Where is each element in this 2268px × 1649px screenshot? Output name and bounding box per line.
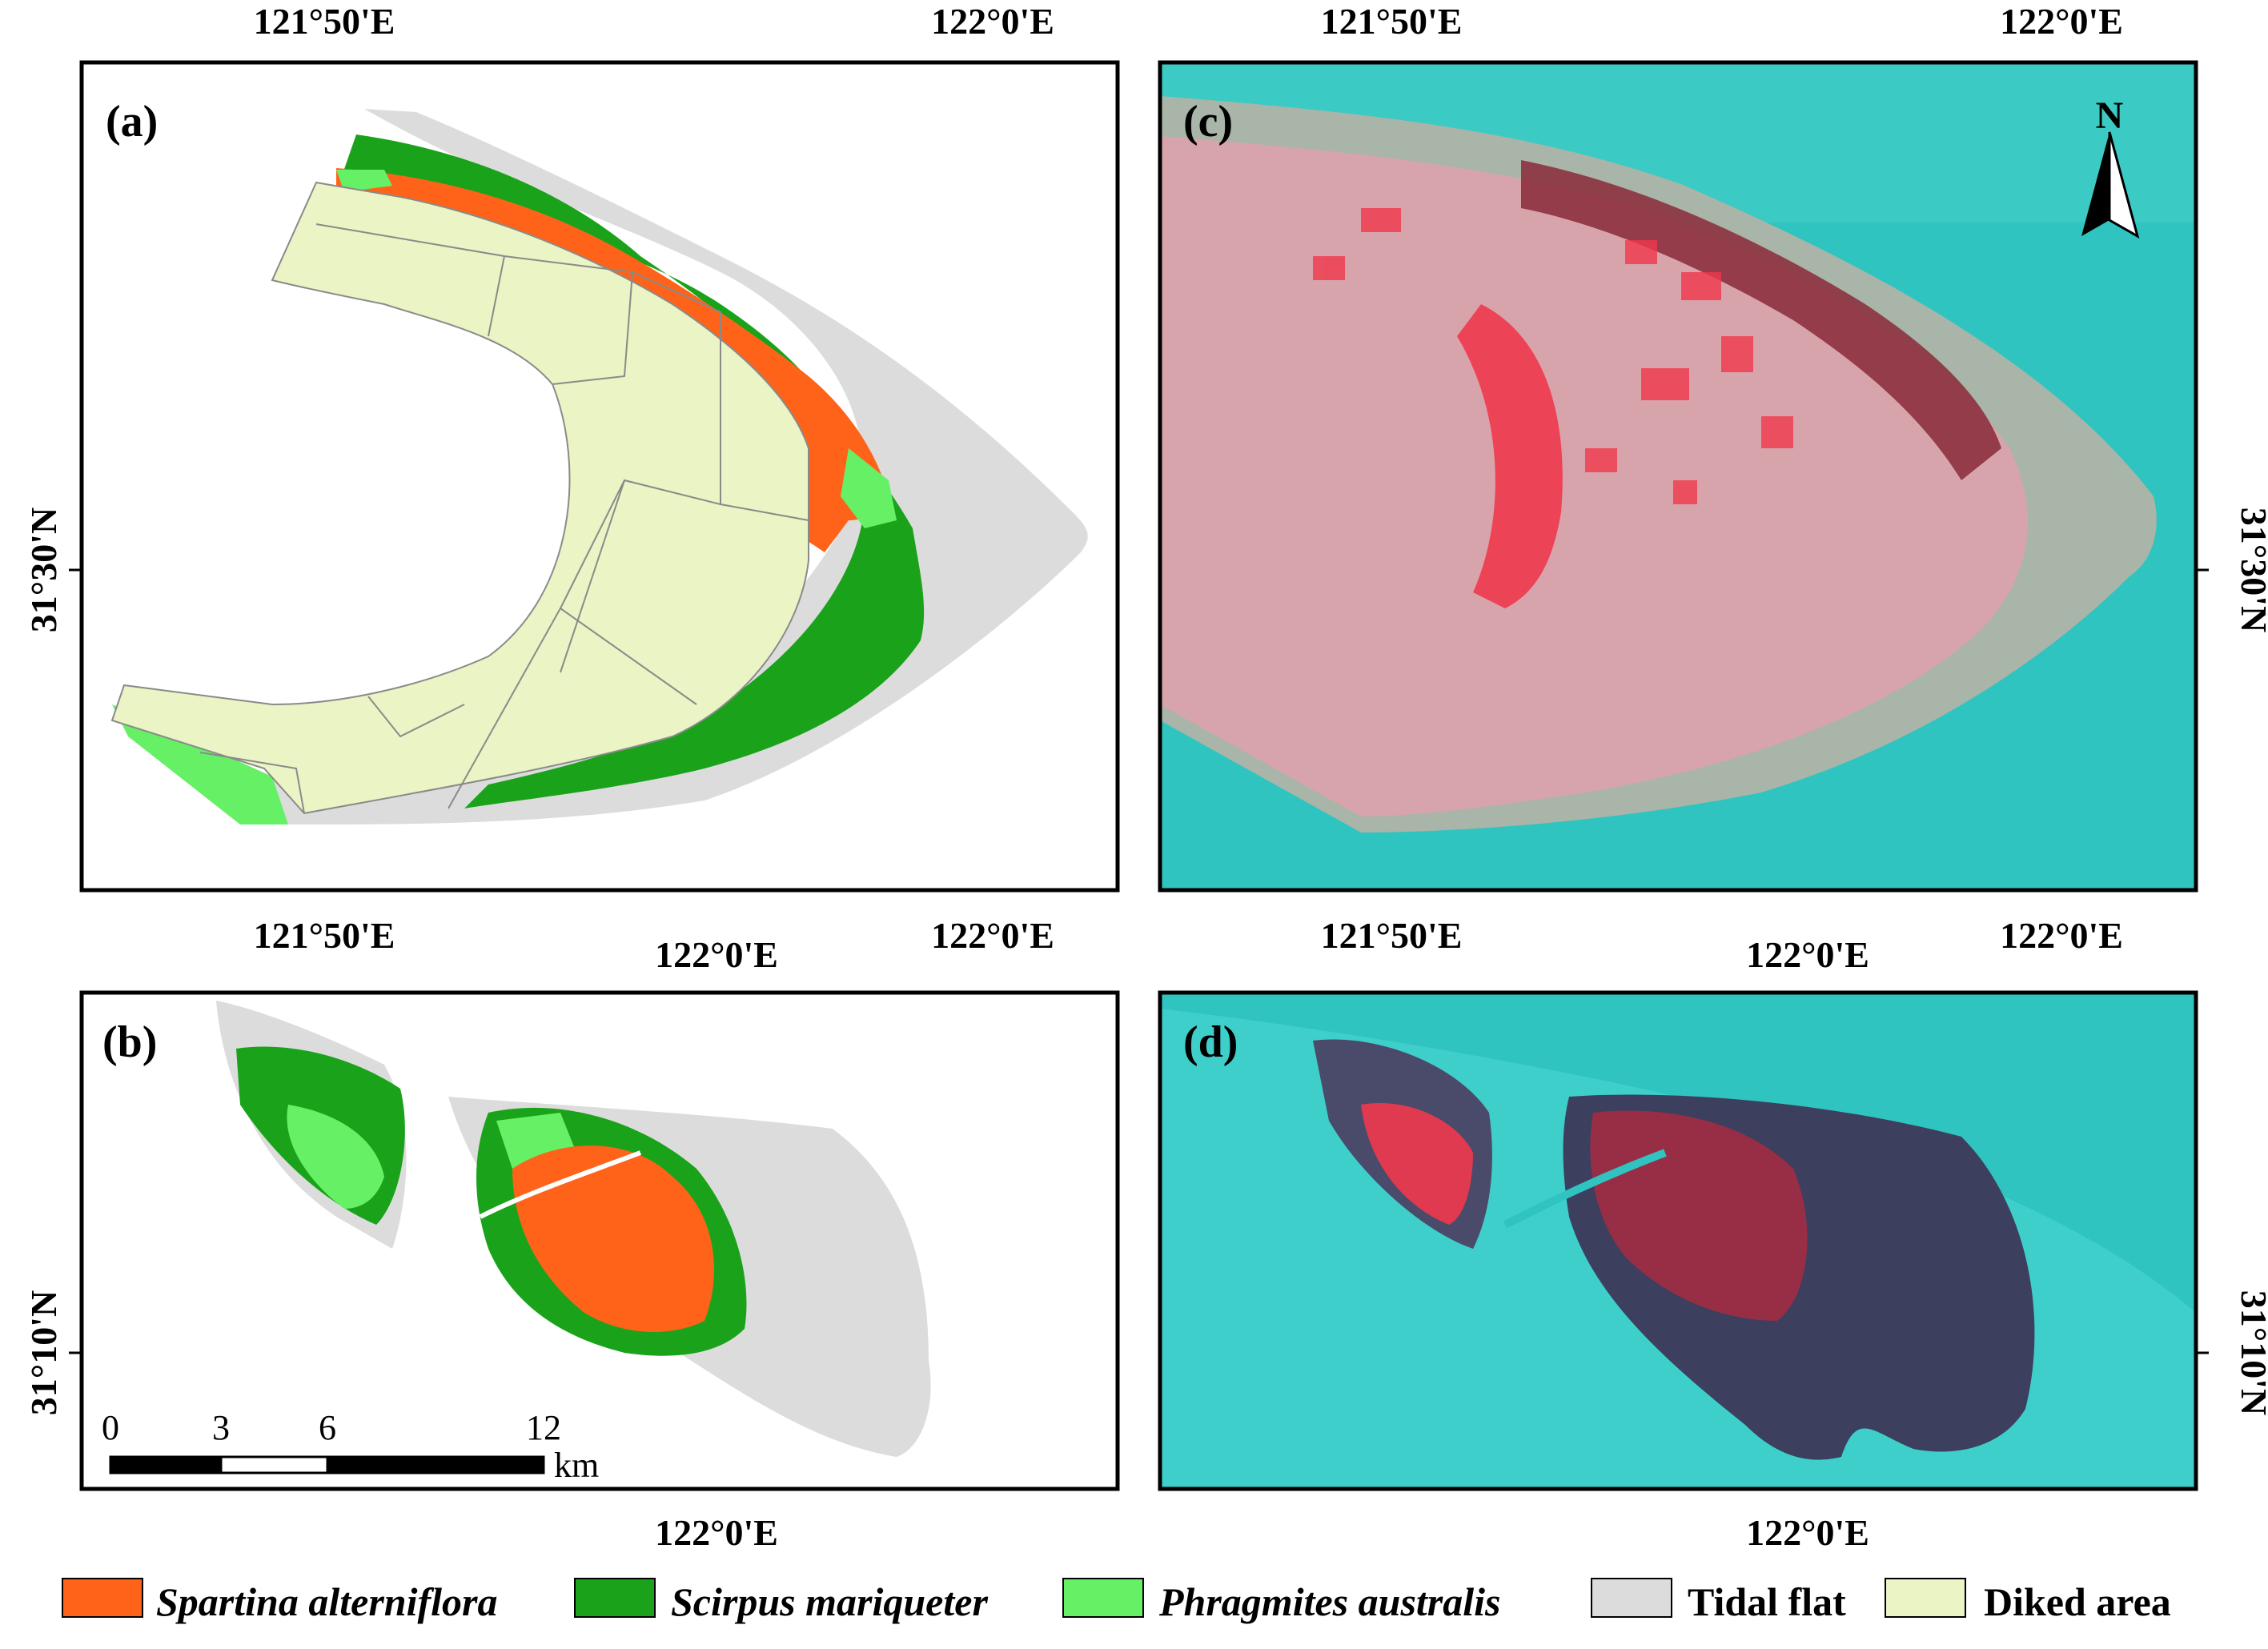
- scale-tick-6: 6: [319, 1408, 336, 1447]
- panel-d-label: (d): [1183, 1017, 1238, 1067]
- panel-b-coord-left: 31°10'N: [23, 1290, 64, 1415]
- panel-c-coord-right: 31°30'N: [2234, 508, 2268, 632]
- panel-b-frame: [79, 990, 1120, 1491]
- panel-c-north-label: N: [2096, 94, 2124, 137]
- panel-b-coord-top: 122°0'E: [655, 934, 778, 975]
- legend-swatch-phragmites: [1062, 1578, 1144, 1618]
- panel-c-frame: [1158, 60, 2198, 893]
- panel-a-label: (a): [106, 97, 158, 146]
- panel-a-frame: [79, 60, 1120, 893]
- panel-d: (d) 122°0'E 122°0'E 31°10'N: [1158, 934, 2268, 1553]
- panel-c-coord-bottom-1: 121°50'E: [1321, 915, 1463, 956]
- legend-swatch-scirpus: [574, 1578, 656, 1618]
- panel-d-frame: [1158, 990, 2198, 1491]
- panel-b: (b) 122°0'E 122°0'E 31°10'N 0 3 6 12 km: [23, 934, 1120, 1553]
- scale-bar: 0 3 6 12 km: [102, 1408, 599, 1485]
- scale-tick-12: 12: [526, 1408, 561, 1447]
- panel-b-coord-bottom: 122°0'E: [655, 1512, 778, 1553]
- legend-label-spartina: Spartina alterniflora: [156, 1579, 498, 1624]
- panel-a-spartina: [336, 168, 889, 552]
- panel-d-coord-bottom: 122°0'E: [1746, 1512, 1869, 1553]
- legend-label-diked-area: Diked area: [1984, 1579, 2171, 1624]
- scale-unit: km: [554, 1446, 599, 1485]
- panel-c-coord-top-2: 122°0'E: [2000, 1, 2123, 42]
- panel-a-coord-left: 31°30'N: [23, 508, 64, 632]
- panel-b-label: (b): [102, 1017, 157, 1067]
- panel-a-dike-lines: [199, 223, 809, 814]
- panel-a: (a) 121°50'E 122°0'E 121°50'E 122°0'E 31…: [23, 1, 1120, 956]
- panel-a-coord-top-1: 121°50'E: [254, 1, 395, 42]
- panel-d-coord-top: 122°0'E: [1746, 934, 1869, 975]
- panel-a-coord-bottom-1: 121°50'E: [254, 915, 395, 956]
- panel-a-phragmites: [112, 170, 897, 824]
- panel-c: N (c) 121°50'E 122°0'E 121°50'E 122°0'E …: [1158, 1, 2268, 956]
- legend-label-phragmites: Phragmites australis: [1158, 1579, 1501, 1624]
- panel-c-coord-top-1: 121°50'E: [1321, 1, 1463, 42]
- panel-a-diked-area: [110, 181, 809, 815]
- north-arrow-icon: [2081, 131, 2140, 239]
- scale-tick-3: 3: [212, 1408, 230, 1447]
- panel-c-label: (c): [1183, 97, 1233, 146]
- legend-label-tidal-flat: Tidal flat: [1688, 1579, 1846, 1624]
- legend-swatch-diked-area: [1885, 1578, 1966, 1618]
- scale-tick-0: 0: [102, 1408, 119, 1447]
- panel-c-coord-bottom-2: 122°0'E: [2000, 915, 2123, 956]
- panel-b-spartina: [512, 1145, 714, 1332]
- panel-a-coord-bottom-2: 122°0'E: [931, 915, 1054, 956]
- panel-a-coord-top-2: 122°0'E: [931, 1, 1054, 42]
- legend-swatch-tidal-flat: [1591, 1578, 1672, 1618]
- legend-label-scirpus: Scirpus mariqueter: [671, 1579, 988, 1624]
- legend: Spartina alterniflora Scirpus mariqueter…: [62, 1578, 2171, 1624]
- panel-d-coord-right: 31°10'N: [2234, 1290, 2268, 1415]
- panel-b-phragmites: [287, 1105, 576, 1209]
- legend-swatch-spartina: [62, 1578, 143, 1618]
